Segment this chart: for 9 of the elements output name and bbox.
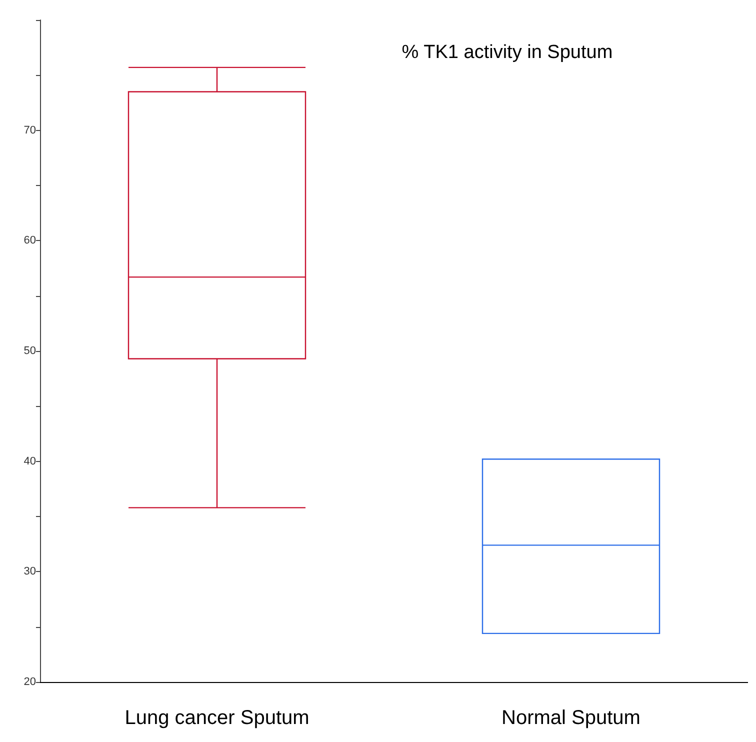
x-tick-label: Normal Sputum: [502, 707, 640, 729]
text: % TK1 activity in Sputum: [402, 42, 613, 63]
x-tick-label: Lung cancer Sputum: [124, 707, 310, 729]
y-tick-label: 30: [24, 566, 36, 578]
y-tick-label: 20: [24, 676, 36, 688]
y-tick-label: 60: [24, 234, 36, 247]
y-tick-label: 40: [24, 455, 36, 468]
y-tick-label: 50: [24, 345, 36, 357]
y-tick-label: 70: [24, 124, 36, 136]
